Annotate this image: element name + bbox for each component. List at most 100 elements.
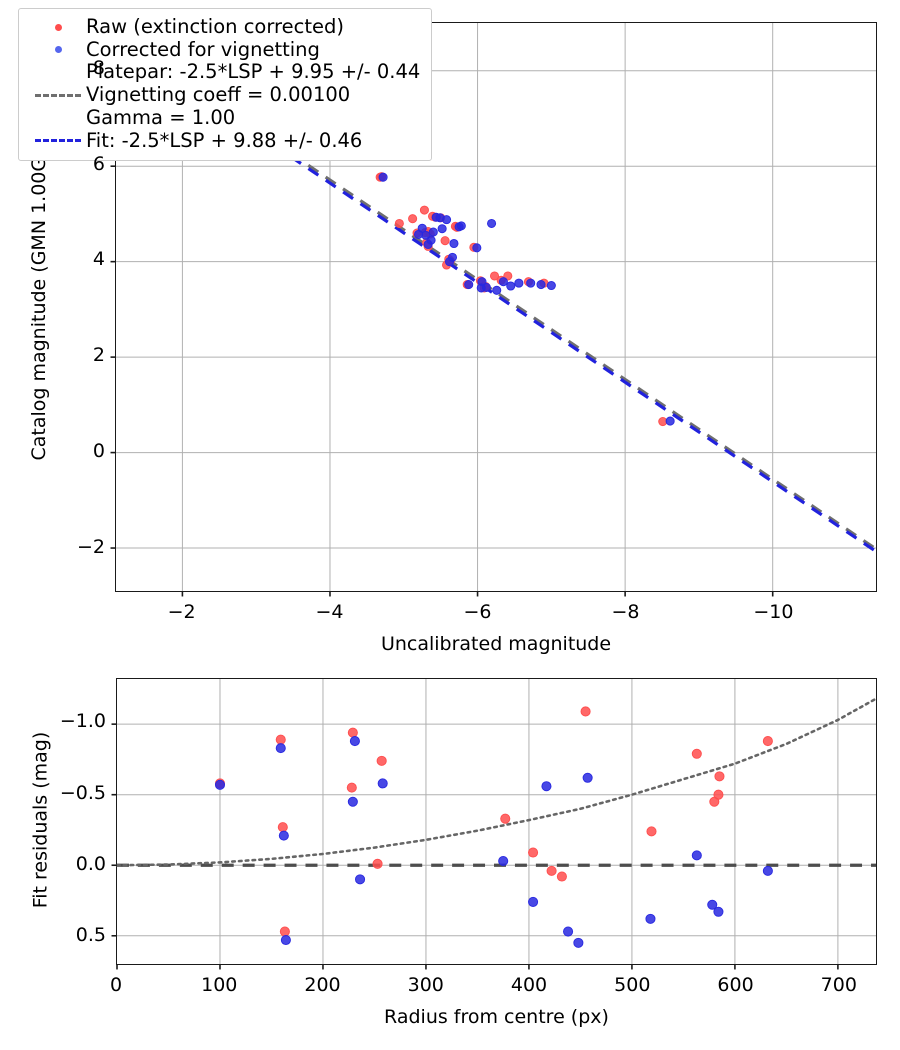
data-point bbox=[376, 755, 387, 766]
tick-label-x: −2 bbox=[167, 601, 196, 623]
fit-residuals-axes bbox=[111, 678, 878, 970]
magnitude-fit-plot bbox=[110, 23, 876, 597]
data-point bbox=[489, 271, 500, 281]
tick-label-x: −8 bbox=[611, 601, 640, 623]
data-point bbox=[278, 830, 289, 841]
tick-label-y: 0 bbox=[92, 440, 105, 463]
data-point bbox=[440, 236, 450, 246]
data-point bbox=[277, 822, 288, 833]
data-point bbox=[707, 899, 718, 910]
legend-label-fit: Fit: -2.5*LSP + 9.88 +/- 0.46 bbox=[86, 128, 363, 152]
data-point bbox=[464, 280, 474, 290]
legend-dash-blue-icon bbox=[30, 139, 86, 143]
data-point bbox=[419, 205, 429, 215]
data-point bbox=[546, 280, 556, 291]
data-point bbox=[214, 779, 226, 790]
legend-item-raw: Raw (extinction corrected) bbox=[30, 15, 420, 39]
tick-label-y: 4 bbox=[92, 248, 105, 271]
data-point bbox=[275, 734, 286, 745]
legend-label-platepar: Platepar: -2.5*LSP + 9.95 +/- 0.44 Vigne… bbox=[86, 60, 421, 129]
data-point bbox=[372, 858, 383, 869]
tick-label-x: 300 bbox=[407, 974, 444, 996]
data-point bbox=[492, 285, 502, 295]
data-point bbox=[691, 850, 702, 861]
data-point bbox=[498, 855, 509, 867]
data-point bbox=[377, 778, 388, 789]
data-point bbox=[713, 789, 724, 800]
tick-label-x: −10 bbox=[753, 601, 794, 623]
fit-residuals-plot bbox=[111, 679, 878, 970]
data-point bbox=[646, 826, 657, 837]
tick-label-y: 2 bbox=[92, 344, 105, 367]
data-point bbox=[498, 277, 508, 287]
tick-label-x: 100 bbox=[201, 974, 238, 996]
tick-label-y: 0.0 bbox=[75, 852, 106, 875]
data-point bbox=[528, 847, 539, 858]
data-point bbox=[437, 224, 447, 234]
legend-label-raw: Raw (extinction corrected) bbox=[86, 15, 344, 38]
data-point bbox=[394, 218, 404, 229]
tick-label-x: 500 bbox=[614, 974, 651, 996]
data-point bbox=[713, 906, 724, 917]
tick-label-y: −2 bbox=[76, 535, 105, 558]
data-point bbox=[645, 913, 656, 924]
tick-label-x: 400 bbox=[510, 974, 548, 996]
axis-label-x-top: Uncalibrated magnitude bbox=[380, 633, 612, 655]
data-point bbox=[526, 278, 536, 288]
data-point bbox=[487, 218, 497, 229]
data-point bbox=[442, 215, 452, 225]
data-point bbox=[280, 935, 291, 946]
data-point bbox=[378, 172, 388, 182]
data-point bbox=[413, 229, 424, 239]
legend-label-corrected: Corrected for vignetting bbox=[86, 37, 320, 61]
data-point bbox=[691, 748, 702, 759]
tick-label-x: 600 bbox=[717, 974, 754, 996]
data-point bbox=[514, 278, 524, 288]
data-point bbox=[347, 796, 358, 807]
data-point bbox=[546, 865, 557, 876]
data-point bbox=[573, 937, 584, 948]
data-point bbox=[428, 227, 438, 237]
data-point bbox=[580, 706, 591, 717]
data-point bbox=[665, 416, 675, 426]
data-point bbox=[563, 926, 574, 937]
tick-label-y: 6 bbox=[92, 152, 105, 175]
legend: Raw (extinction corrected) Corrected for… bbox=[18, 8, 433, 162]
data-point bbox=[506, 281, 516, 291]
legend-item-platepar: Platepar: -2.5*LSP + 9.95 +/- 0.44 Vigne… bbox=[30, 60, 421, 129]
data-point bbox=[528, 896, 539, 907]
data-point bbox=[500, 813, 511, 824]
data-point bbox=[762, 736, 773, 747]
data-point bbox=[456, 221, 466, 231]
data-point bbox=[714, 771, 725, 782]
data-point bbox=[408, 214, 418, 224]
legend-item-corrected: Corrected for vignetting bbox=[30, 37, 420, 62]
data-point bbox=[472, 243, 482, 253]
data-point bbox=[275, 743, 286, 754]
data-point bbox=[762, 865, 773, 876]
tick-label-x: −6 bbox=[463, 601, 492, 623]
tick-label-x: 700 bbox=[820, 974, 857, 996]
axis-label-x-bottom: Radius from centre (px) bbox=[384, 1006, 609, 1028]
tick-label-x: 200 bbox=[304, 974, 341, 996]
legend-marker-blue-icon bbox=[30, 46, 86, 54]
tick-label-x: 0 bbox=[109, 974, 123, 996]
data-point bbox=[582, 772, 593, 783]
data-point bbox=[541, 781, 552, 792]
data-point bbox=[476, 283, 486, 293]
data-point bbox=[347, 727, 358, 738]
data-point bbox=[536, 280, 546, 290]
tick-label-x: −4 bbox=[315, 601, 344, 623]
data-point bbox=[349, 736, 360, 747]
data-point bbox=[449, 238, 459, 249]
tick-label-y: 8 bbox=[92, 56, 105, 79]
data-point bbox=[556, 871, 567, 882]
data-point bbox=[355, 874, 366, 885]
data-point bbox=[447, 252, 458, 262]
data-point bbox=[346, 782, 357, 793]
tick-label-y: −1.0 bbox=[59, 710, 106, 733]
legend-item-fit: Fit: -2.5*LSP + 9.88 +/- 0.46 bbox=[30, 128, 420, 153]
fit-line bbox=[115, 697, 878, 867]
tick-label-y: −0.5 bbox=[59, 781, 106, 804]
